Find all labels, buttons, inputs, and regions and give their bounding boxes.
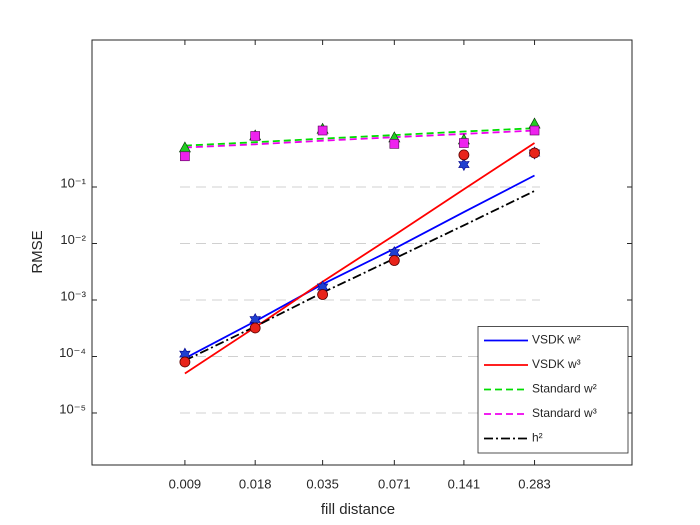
legend-label: h² <box>532 431 543 445</box>
x-axis-label: fill distance <box>321 501 395 518</box>
series-line <box>184 142 535 375</box>
legend-box <box>477 326 629 454</box>
legend-label: VSDK w³ <box>532 357 581 371</box>
x-tick-label: 0.009 <box>169 476 202 491</box>
series-line <box>184 190 535 362</box>
x-tick-label: 0.018 <box>239 476 272 491</box>
marker <box>317 289 329 300</box>
y-tick-label: 10⁻¹ <box>60 175 86 190</box>
marker <box>180 151 190 162</box>
marker <box>249 322 261 334</box>
legend-label: Standard w² <box>532 382 597 396</box>
x-tick-label: 0.071 <box>378 476 411 491</box>
marker <box>458 149 470 161</box>
x-tick-label: 0.035 <box>306 476 339 491</box>
series-line <box>184 127 535 147</box>
series-line <box>184 174 535 360</box>
marker <box>529 125 540 136</box>
marker <box>250 131 260 141</box>
y-axis-label: RMSE <box>29 230 46 273</box>
legend-label: VSDK w² <box>532 333 581 347</box>
marker <box>317 125 328 136</box>
x-tick-label: 0.283 <box>518 476 551 491</box>
y-tick-label: 10⁻⁵ <box>59 401 86 416</box>
marker <box>389 139 400 149</box>
marker <box>459 138 469 148</box>
marker <box>179 356 191 368</box>
series-line <box>184 129 535 149</box>
marker <box>529 147 540 159</box>
y-tick-label: 10⁻⁴ <box>59 345 86 360</box>
marker <box>388 255 400 266</box>
y-tick-label: 10⁻³ <box>60 288 86 303</box>
x-tick-label: 0.141 <box>448 476 481 491</box>
legend-label: Standard w³ <box>532 406 597 420</box>
marker <box>458 157 470 172</box>
y-tick-label: 10⁻² <box>60 232 86 247</box>
